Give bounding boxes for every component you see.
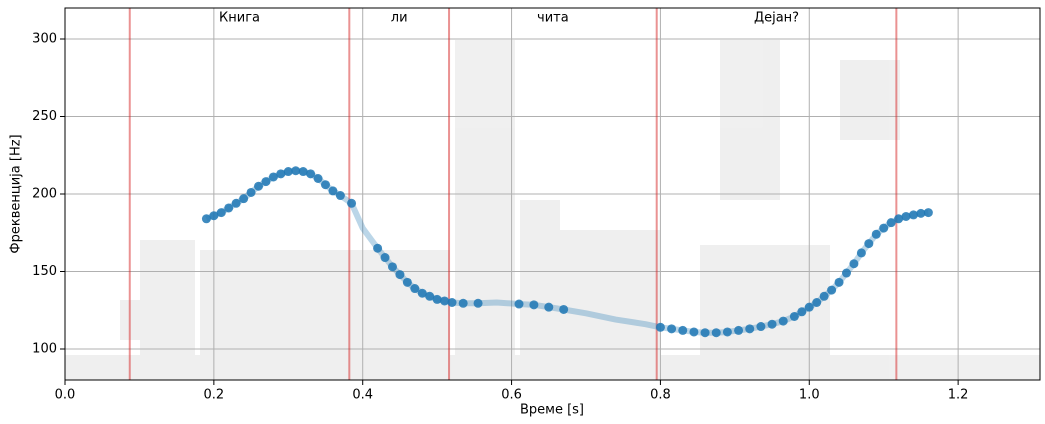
pitch-point	[410, 284, 420, 294]
pitch-point	[231, 198, 241, 208]
word-label: Дејан?	[754, 11, 799, 26]
pitch-point	[678, 325, 688, 335]
word-label: ли	[391, 11, 408, 26]
x-tick-label: 0.4	[352, 388, 373, 403]
pitch-point	[402, 277, 412, 287]
pitch-point	[655, 322, 665, 332]
pitch-point	[473, 298, 483, 308]
x-tick-label: 0.2	[204, 388, 225, 403]
pitch-point	[849, 259, 859, 269]
x-axis-label: Време [s]	[520, 403, 584, 418]
pitch-point	[306, 169, 316, 179]
pitch-point	[328, 186, 338, 196]
pitch-point	[827, 285, 837, 295]
pitch-point	[559, 304, 569, 314]
y-tick-label: 200	[32, 187, 57, 202]
pitch-point	[447, 298, 457, 307]
pitch-point	[432, 294, 442, 304]
pitch-point	[767, 319, 777, 329]
pitch-point	[201, 214, 211, 224]
pitch-point	[298, 167, 308, 177]
word-label: Книга	[219, 11, 260, 26]
pitch-point	[908, 210, 918, 220]
pitch-point	[276, 169, 286, 179]
pitch-point	[864, 239, 874, 249]
pitch-point	[819, 291, 829, 301]
pitch-point	[380, 253, 390, 263]
pitch-point	[700, 328, 710, 338]
pitch-point	[387, 262, 397, 272]
pitch-point	[711, 328, 721, 338]
word-label: чита	[537, 11, 569, 26]
y-tick-label: 300	[32, 32, 57, 47]
y-tick-label: 250	[32, 109, 57, 124]
pitch-point	[239, 194, 249, 204]
pitch-point	[268, 172, 278, 182]
pitch-point	[667, 324, 677, 334]
pitch-point	[458, 298, 468, 308]
pitch-point	[283, 167, 293, 177]
pitch-point	[734, 325, 744, 335]
pitch-point	[789, 311, 799, 321]
pitch-point	[209, 211, 219, 221]
pitch-point	[544, 302, 554, 312]
pitch-point	[871, 229, 881, 239]
y-tick-label: 150	[32, 264, 57, 279]
pitch-point	[335, 191, 345, 201]
plot-frame	[64, 7, 1041, 381]
y-axis-label: Фреквенција [Hz]	[9, 134, 24, 253]
x-tick-label: 1.0	[799, 388, 820, 403]
pitch-point	[261, 177, 271, 187]
x-tick-label: 0.0	[55, 388, 76, 403]
pitch-point	[722, 327, 732, 337]
pitch-point	[417, 288, 427, 298]
pitch-point	[812, 298, 822, 307]
pitch-point	[320, 180, 330, 190]
pitch-point	[856, 248, 866, 258]
pitch-point	[246, 187, 256, 197]
spectrogram-background	[65, 40, 1040, 380]
pitch-point	[834, 277, 844, 287]
pitch-point	[879, 223, 889, 233]
x-tick-label: 0.8	[650, 388, 671, 403]
pitch-point	[347, 198, 357, 208]
pitch-point	[901, 211, 911, 221]
y-tick-label: 100	[32, 342, 57, 357]
pitch-point	[841, 268, 851, 278]
pitch-point	[745, 324, 755, 334]
pitch-point	[254, 181, 264, 191]
pitch-point	[916, 208, 926, 218]
pitch-point	[425, 291, 435, 301]
pitch-point	[224, 203, 234, 213]
pitch-point	[923, 208, 933, 218]
pitch-point	[291, 166, 301, 176]
pitch-point	[313, 174, 323, 183]
pitch-point	[756, 322, 766, 332]
pitch-point	[395, 270, 405, 280]
pitch-point	[514, 299, 524, 309]
pitch-point	[373, 243, 383, 253]
pitch-point	[886, 218, 896, 228]
pitch-point	[797, 307, 807, 317]
x-tick-label: 0.6	[501, 388, 522, 403]
pitch-point	[440, 296, 450, 306]
pitch-point	[778, 316, 788, 326]
pitch-point	[689, 327, 699, 337]
pitch-point	[894, 214, 904, 224]
pitch-point	[529, 300, 539, 310]
pitch-point	[216, 208, 226, 218]
x-tick-label: 1.2	[948, 388, 969, 403]
pitch-point	[804, 302, 814, 312]
